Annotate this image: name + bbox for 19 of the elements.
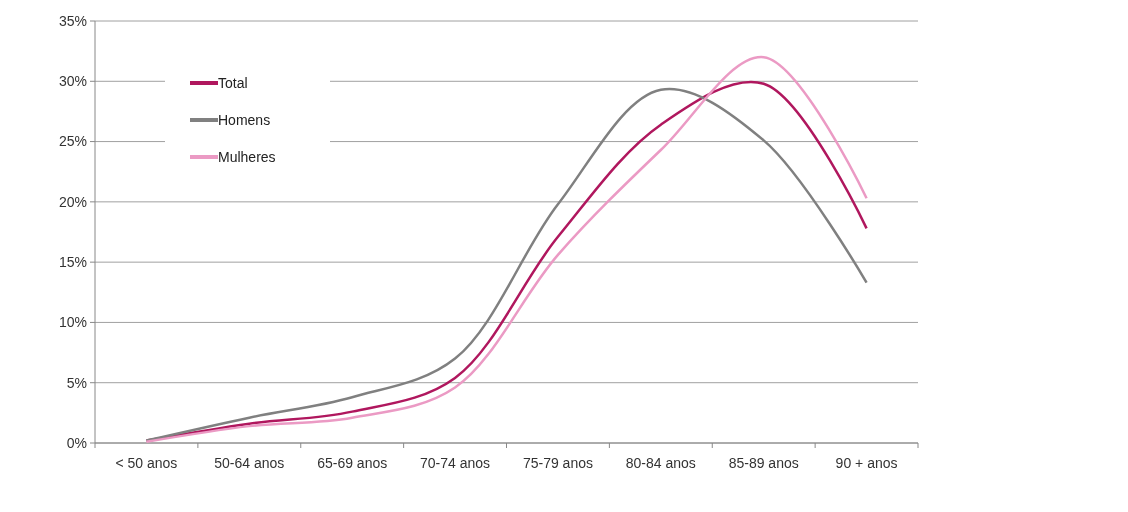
- y-tick-label: 5%: [66, 374, 87, 391]
- x-tick-label: 70-74 anos: [420, 455, 491, 471]
- x-tick-label: 85-89 anos: [728, 455, 799, 471]
- legend-label: Mulheres: [218, 148, 276, 165]
- y-tick-label: 35%: [58, 12, 87, 29]
- x-tick-label: 50-64 anos: [214, 455, 285, 471]
- x-tick-label: 65-69 anos: [317, 455, 388, 471]
- y-tick-label: 30%: [58, 73, 87, 90]
- x-tick-label: 80-84 anos: [625, 455, 696, 471]
- y-tick-label: 20%: [58, 193, 87, 210]
- x-tick-label: 75-79 anos: [522, 455, 593, 471]
- legend-label: Homens: [218, 111, 271, 128]
- x-tick-label: < 50 anos: [115, 455, 178, 471]
- x-tick-label: 90 + anos: [835, 455, 898, 471]
- y-tick-label: 15%: [58, 254, 87, 271]
- y-tick-label: 0%: [66, 434, 87, 451]
- legend-label: Total: [218, 74, 248, 91]
- y-tick-label: 10%: [58, 314, 87, 331]
- y-tick-label: 25%: [58, 133, 87, 150]
